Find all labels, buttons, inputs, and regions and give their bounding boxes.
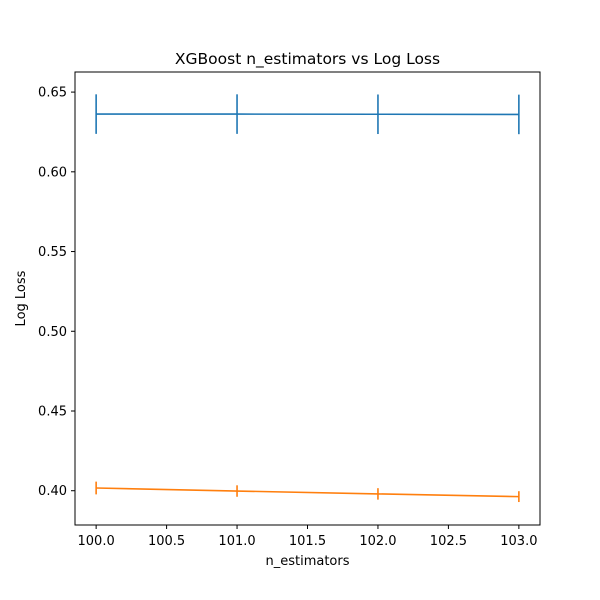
x-tick-label: 100.5 — [148, 534, 185, 549]
y-tick-label: 0.50 — [38, 325, 67, 340]
x-tick-label: 102.0 — [359, 534, 396, 549]
x-tick-label: 103.0 — [500, 534, 537, 549]
y-axis-label: Log Loss — [14, 270, 29, 326]
y-tick-label: 0.45 — [38, 404, 67, 419]
series-2-line — [96, 487, 519, 498]
x-tick-label: 102.5 — [430, 534, 467, 549]
y-tick-label: 0.65 — [38, 86, 67, 101]
y-axis: 0.40 0.45 0.50 0.55 0.60 0.65 — [38, 86, 75, 499]
x-axis: 100.0 100.5 101.0 101.5 102.0 102.5 103.0 — [78, 525, 537, 549]
y-tick-label: 0.40 — [38, 484, 67, 499]
y-tick-label: 0.60 — [38, 165, 67, 180]
plot-background — [75, 72, 540, 525]
series-layer — [95, 94, 520, 503]
x-axis-label: n_estimators — [265, 554, 349, 569]
chart-title: XGBoost n_estimators vs Log Loss — [175, 50, 440, 69]
x-tick-label: 101.0 — [218, 534, 255, 549]
y-tick-label: 0.55 — [38, 245, 67, 260]
x-tick-label: 101.5 — [289, 534, 326, 549]
x-tick-label: 100.0 — [78, 534, 115, 549]
